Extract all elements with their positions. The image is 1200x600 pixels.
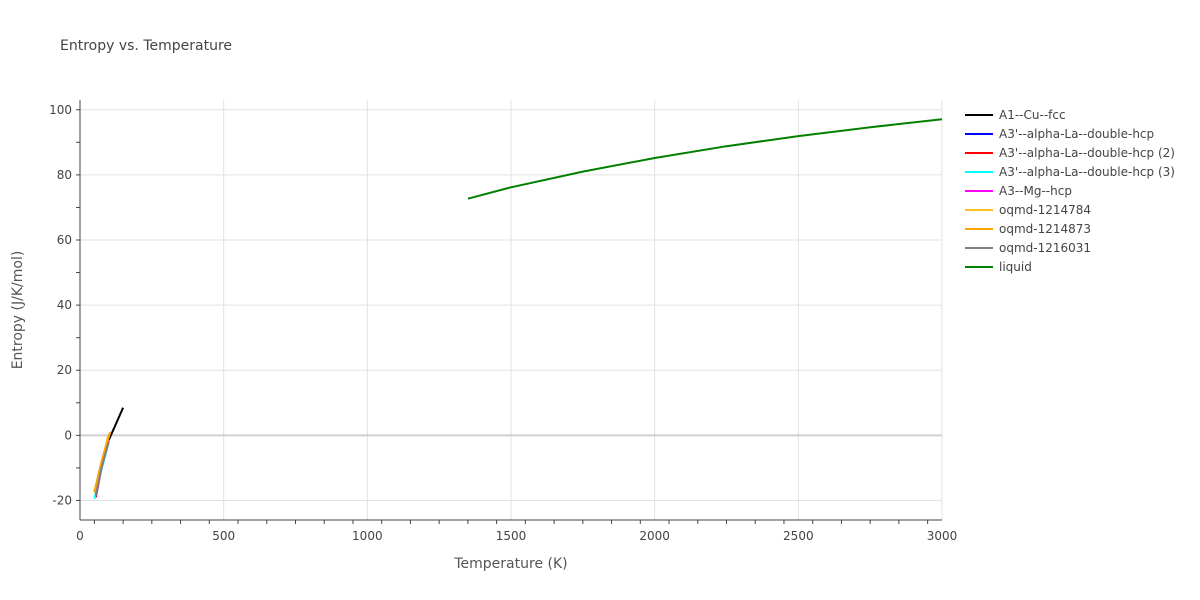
legend-item[interactable]: A3'--alpha-La--double-hcp — [965, 127, 1154, 141]
legend-label: A3'--alpha-La--double-hcp (2) — [999, 146, 1175, 160]
series-line-7 — [94, 441, 110, 496]
y-tick-label: -20 — [52, 493, 72, 507]
series-line-8 — [467, 118, 943, 200]
legend-item[interactable]: A3--Mg--hcp — [965, 184, 1072, 198]
legend-label: oqmd-1214873 — [999, 222, 1091, 236]
y-tick-label: 40 — [57, 298, 72, 312]
axes: 0 500 1000 1500 2000 2500 3000 -20 0 20 40 60 80 100 — [49, 100, 957, 543]
legend-label: oqmd-1214784 — [999, 203, 1091, 217]
y-axis-title: Entropy (J/K/mol) — [10, 251, 26, 370]
series-line-0 — [107, 407, 125, 441]
y-tick-label: 80 — [57, 168, 72, 182]
y-tick-label: 0 — [64, 428, 72, 442]
legend-label: A3'--alpha-La--double-hcp — [999, 127, 1154, 141]
legend-item[interactable]: A3'--alpha-La--double-hcp (2) — [965, 146, 1175, 160]
x-tick-label: 2000 — [639, 529, 670, 543]
legend-item[interactable]: A1--Cu--fcc — [965, 108, 1066, 122]
plot-area — [93, 118, 943, 500]
legend-item[interactable]: A3'--alpha-La--double-hcp (3) — [965, 165, 1175, 179]
legend-label: liquid — [999, 260, 1032, 274]
chart-title: Entropy vs. Temperature — [60, 38, 232, 54]
x-axis-title: Temperature (K) — [453, 556, 567, 572]
x-tick-label: 1000 — [352, 529, 383, 543]
legend-label: oqmd-1216031 — [999, 241, 1091, 255]
legend-item[interactable]: oqmd-1216031 — [965, 241, 1091, 255]
x-tick-label: 2500 — [783, 529, 814, 543]
legend[interactable]: A1--Cu--fcc A3'--alpha-La--double-hcp A3'-… — [965, 108, 1175, 274]
grid — [80, 100, 943, 520]
legend-label: A1--Cu--fcc — [999, 108, 1066, 122]
legend-item[interactable]: liquid — [965, 260, 1032, 274]
x-tick-label: 3000 — [927, 529, 958, 543]
y-tick-label: 100 — [49, 103, 72, 117]
x-tick-label: 1500 — [496, 529, 527, 543]
legend-label: A3'--alpha-La--double-hcp (3) — [999, 165, 1175, 179]
series-line-6 — [93, 431, 112, 493]
legend-item[interactable]: oqmd-1214873 — [965, 222, 1091, 236]
x-tick-label: 500 — [212, 529, 235, 543]
legend-item[interactable]: oqmd-1214784 — [965, 203, 1091, 217]
y-tick-label: 20 — [57, 363, 72, 377]
x-tick-label: 0 — [76, 529, 84, 543]
legend-label: A3--Mg--hcp — [999, 184, 1072, 198]
y-tick-label: 60 — [57, 233, 72, 247]
